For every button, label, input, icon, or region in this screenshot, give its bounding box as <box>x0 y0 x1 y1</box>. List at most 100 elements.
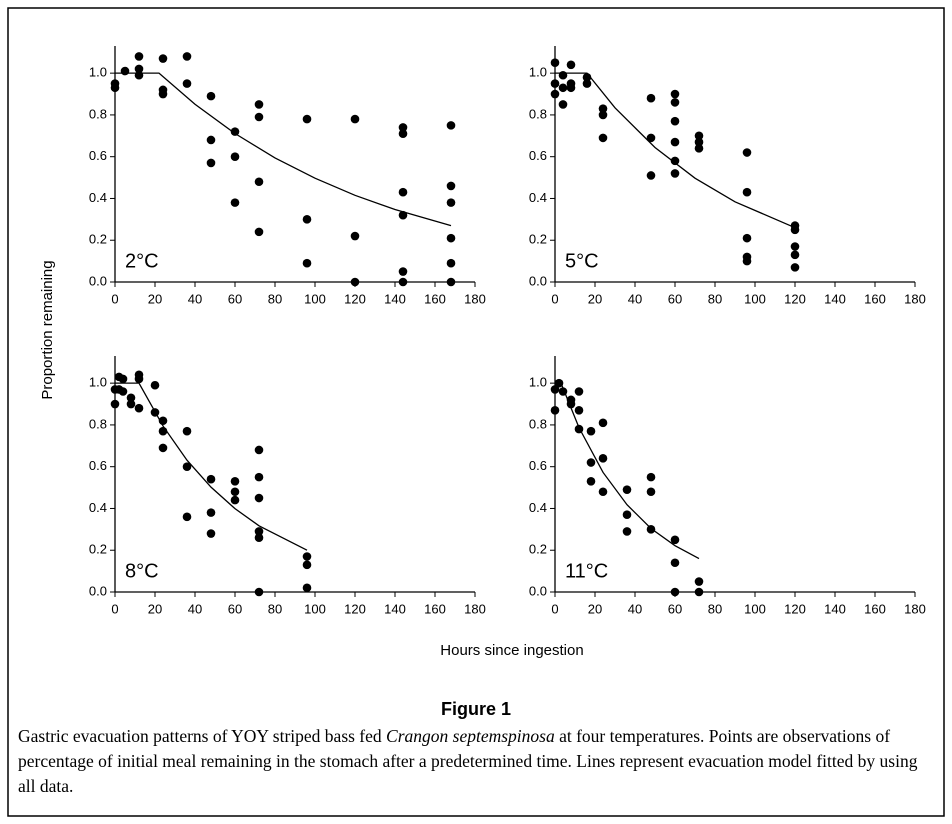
x-tick-label: 80 <box>268 601 282 616</box>
y-tick-label: 0.2 <box>89 542 107 557</box>
data-point <box>150 408 160 417</box>
x-tick-label: 60 <box>668 291 682 306</box>
x-tick-label: 0 <box>551 601 558 616</box>
x-tick-label: 180 <box>464 291 486 306</box>
data-point <box>254 100 264 109</box>
data-point <box>206 91 216 101</box>
data-point <box>254 527 264 536</box>
data-point <box>206 508 216 517</box>
data-point <box>254 493 264 503</box>
y-tick-label: 0.8 <box>89 416 107 431</box>
data-point <box>182 512 192 522</box>
data-point <box>110 83 120 93</box>
x-tick-label: 180 <box>904 291 926 306</box>
data-point <box>598 133 608 143</box>
x-tick-label: 160 <box>864 291 886 306</box>
data-point <box>598 487 608 497</box>
data-point <box>646 133 656 143</box>
data-point <box>134 52 144 61</box>
data-point <box>670 156 680 166</box>
data-point <box>398 187 408 197</box>
y-tick-label: 0.0 <box>529 583 547 598</box>
y-tick-label: 0.6 <box>529 458 547 473</box>
x-tick-label: 140 <box>384 601 406 616</box>
data-point <box>670 169 680 178</box>
data-point <box>134 70 144 80</box>
data-point <box>646 472 656 482</box>
y-tick-label: 0.4 <box>89 500 107 515</box>
data-point <box>134 403 144 413</box>
data-point <box>646 487 656 497</box>
y-tick-label: 0.2 <box>89 232 107 247</box>
panel-label: 11°C <box>565 560 608 582</box>
data-point <box>574 424 584 434</box>
y-tick-label: 0.2 <box>529 542 547 557</box>
x-tick-label: 0 <box>551 291 558 306</box>
fit-line <box>115 382 308 551</box>
data-point <box>566 399 576 409</box>
x-tick-label: 140 <box>384 291 406 306</box>
data-point <box>574 406 584 415</box>
data-point <box>694 577 704 586</box>
data-point <box>302 560 312 570</box>
y-tick-label: 1.0 <box>89 65 107 80</box>
data-point <box>670 89 680 99</box>
data-point <box>446 181 456 191</box>
y-tick-label: 0.4 <box>529 190 547 205</box>
data-point <box>118 387 128 396</box>
x-axis-label: Hours since ingestion <box>440 642 583 659</box>
x-tick-label: 40 <box>188 291 202 306</box>
data-point <box>302 258 312 268</box>
x-tick-label: 120 <box>784 291 806 306</box>
data-point <box>446 258 456 268</box>
y-tick-label: 0.2 <box>529 232 547 247</box>
data-point <box>254 112 264 122</box>
data-point <box>550 385 560 394</box>
data-point <box>134 64 144 74</box>
data-point <box>118 374 128 384</box>
panel-label: 2°C <box>125 250 159 272</box>
data-point <box>158 54 168 63</box>
y-tick-label: 1.0 <box>529 375 547 390</box>
data-point <box>598 110 608 120</box>
data-point <box>622 527 632 536</box>
data-point <box>302 583 312 593</box>
data-point <box>598 104 608 113</box>
data-point <box>350 114 360 124</box>
data-point <box>790 225 800 235</box>
data-point <box>598 418 608 428</box>
data-point <box>398 129 408 139</box>
panel-label: 5°C <box>565 250 599 272</box>
data-point <box>790 250 800 260</box>
data-point <box>350 277 360 287</box>
y-tick-label: 0.0 <box>89 273 107 288</box>
data-point <box>694 131 704 141</box>
data-point <box>446 121 456 130</box>
x-tick-label: 80 <box>708 291 722 306</box>
data-point <box>126 399 136 409</box>
data-point <box>398 267 408 276</box>
data-point <box>302 215 312 224</box>
data-point <box>446 233 456 243</box>
data-point <box>302 114 312 124</box>
data-point <box>158 443 168 453</box>
data-point <box>230 477 240 486</box>
x-tick-label: 160 <box>864 601 886 616</box>
data-point <box>558 70 568 80</box>
data-point <box>582 79 592 88</box>
data-point <box>742 256 752 266</box>
x-tick-label: 40 <box>628 291 642 306</box>
data-point <box>254 445 264 455</box>
fit-line <box>115 72 452 227</box>
data-point <box>446 198 456 207</box>
data-point <box>550 58 560 68</box>
data-point <box>566 60 576 70</box>
data-point <box>694 587 704 597</box>
data-point <box>182 52 192 61</box>
data-point <box>670 558 680 568</box>
frame <box>7 7 945 817</box>
data-point <box>206 135 216 145</box>
caption-text: Gastric evacuation patterns of YOY strip… <box>18 726 387 746</box>
y-tick-label: 0.0 <box>529 273 547 288</box>
